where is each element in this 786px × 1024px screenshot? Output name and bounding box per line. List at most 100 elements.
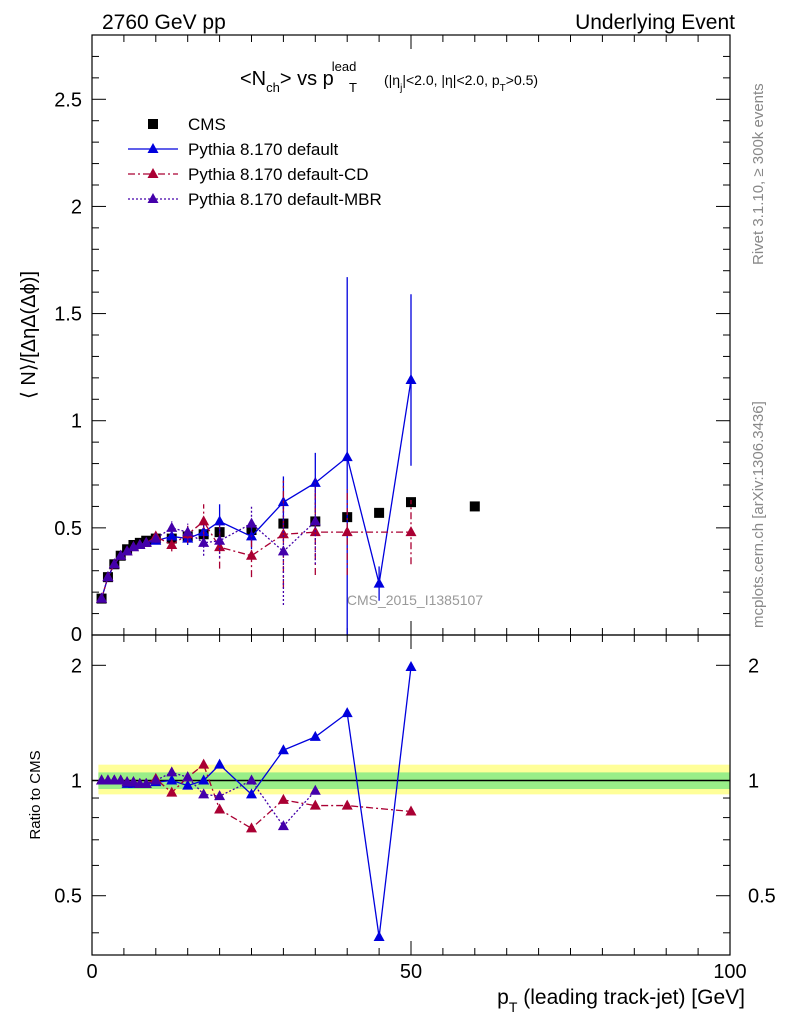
data-point-triangle [341, 799, 353, 810]
data-point-square [148, 119, 158, 129]
data-point-triangle [147, 168, 159, 178]
data-point-triangle [214, 758, 226, 769]
data-point-triangle [246, 549, 257, 560]
ratio-y-tick-label: 2 [71, 655, 82, 677]
legend-label: Pythia 8.170 default-CD [188, 165, 369, 184]
data-point-triangle [121, 545, 133, 556]
x-tick-label: 100 [713, 961, 746, 983]
data-point-triangle [309, 476, 321, 487]
data-point-triangle [198, 536, 210, 547]
data-point-triangle [246, 822, 257, 833]
x-tick-label: 50 [400, 961, 422, 983]
data-point-triangle [309, 730, 321, 741]
data-point-triangle [341, 451, 353, 462]
y-axis-label: ⟨ N⟩/[ΔηΔ(Δϕ)] [18, 271, 40, 399]
data-point-triangle [246, 517, 257, 528]
mcplots-label: mcplots.cern.ch [arXiv:1306.3436] [750, 401, 767, 628]
data-point-triangle [147, 193, 159, 203]
data-point-triangle [166, 774, 178, 785]
data-point-triangle [150, 774, 162, 785]
watermark: CMS_2015_I1385107 [347, 592, 483, 608]
x-axis-label: pT (leading track-jet) [GeV] [497, 986, 745, 1015]
header-left: 2760 GeV pp [102, 11, 226, 34]
data-point-triangle [277, 528, 289, 539]
ratio-y-tick-label: 1 [71, 771, 82, 793]
data-point-triangle [309, 784, 321, 795]
series-line [100, 379, 412, 599]
ratio-frame [91, 634, 731, 956]
data-point-triangle [166, 521, 178, 532]
data-point-triangle [150, 532, 162, 543]
data-point-triangle [246, 788, 257, 799]
data-point-triangle [214, 803, 226, 814]
data-point-triangle [405, 660, 417, 671]
y-tick-label: 2.5 [54, 89, 82, 111]
data-point-triangle [214, 541, 226, 552]
data-point-triangle [198, 515, 210, 526]
chart-title-sub: T [349, 80, 357, 95]
data-point-triangle [198, 774, 210, 785]
y-tick-label: 1.5 [54, 304, 82, 326]
main-panel: 0.5 1 1.5 2 2.5 0 [54, 34, 731, 646]
data-point-triangle [277, 793, 289, 804]
ratio-y-tick-label: 0.5 [54, 886, 82, 908]
rivet-label: Rivet 3.1.10, ≥ 300k events [750, 83, 767, 265]
data-point-triangle [166, 766, 178, 777]
data-point-triangle [115, 549, 127, 560]
ratio-series-group [96, 660, 417, 942]
data-point-triangle [147, 143, 159, 153]
data-point-triangle [127, 776, 139, 787]
series-line [100, 520, 316, 599]
data-point-triangle [182, 771, 194, 782]
data-point-triangle [214, 534, 226, 545]
data-point-triangle [198, 788, 210, 799]
y-tick-label: 2 [71, 196, 82, 218]
y-tick-label: 1 [71, 411, 82, 433]
data-point-triangle [166, 530, 178, 541]
data-point-triangle [277, 545, 289, 556]
data-point-triangle [198, 758, 210, 769]
data-point-triangle [405, 805, 417, 816]
data-point-triangle [182, 526, 194, 537]
legend-label: CMS [188, 115, 226, 134]
y-tick-label: 0.5 [54, 518, 82, 540]
legend: CMS Pythia 8.170 default Pythia 8.170 defa… [128, 115, 382, 209]
data-point-triangle [108, 558, 120, 569]
chart-title-cuts: (|ηj|<2.0, |η|<2.0, pT>0.5) [384, 72, 538, 94]
ratio-y-tick-label-right: 2 [748, 655, 759, 677]
data-point-triangle [246, 774, 257, 785]
ratio-panel: 0 50 100 0.5 0.5 1 1 2 2 [54, 634, 776, 983]
data-point-triangle [405, 374, 417, 384]
data-point-triangle [115, 774, 127, 785]
data-point-triangle [214, 790, 226, 801]
ratio-y-tick-label-right: 1 [748, 771, 759, 793]
data-point-triangle [166, 539, 178, 549]
chart-title: <Nch> vs plead [240, 59, 356, 95]
data-point-square [374, 507, 385, 518]
legend-label: Pythia 8.170 default [188, 140, 339, 159]
data-point-triangle [309, 799, 321, 810]
data-point-triangle [405, 526, 417, 537]
data-point-triangle [96, 592, 108, 603]
data-point-triangle [373, 931, 385, 942]
data-point-triangle [341, 526, 353, 537]
data-point-triangle [341, 707, 353, 718]
ratio-y-tick-label-right: 0.5 [748, 886, 776, 908]
header-right: Underlying Event [575, 11, 735, 34]
data-point-square [469, 501, 480, 512]
y-tick-label-zero: 0 [71, 624, 82, 646]
x-tick-label: 0 [86, 961, 97, 983]
data-point-triangle [166, 786, 178, 797]
ratio-series-line [101, 666, 412, 938]
ratio-axis-label: Ratio to CMS [27, 750, 44, 839]
legend-label: Pythia 8.170 default-MBR [188, 190, 382, 209]
data-point-triangle [102, 571, 114, 582]
data-point-triangle [373, 577, 385, 588]
data-point-triangle [140, 536, 152, 547]
data-point-triangle [277, 820, 289, 831]
data-point-triangle [182, 779, 194, 790]
data-point-triangle [309, 515, 321, 526]
data-point-triangle [277, 744, 289, 755]
data-point-triangle [140, 777, 152, 788]
